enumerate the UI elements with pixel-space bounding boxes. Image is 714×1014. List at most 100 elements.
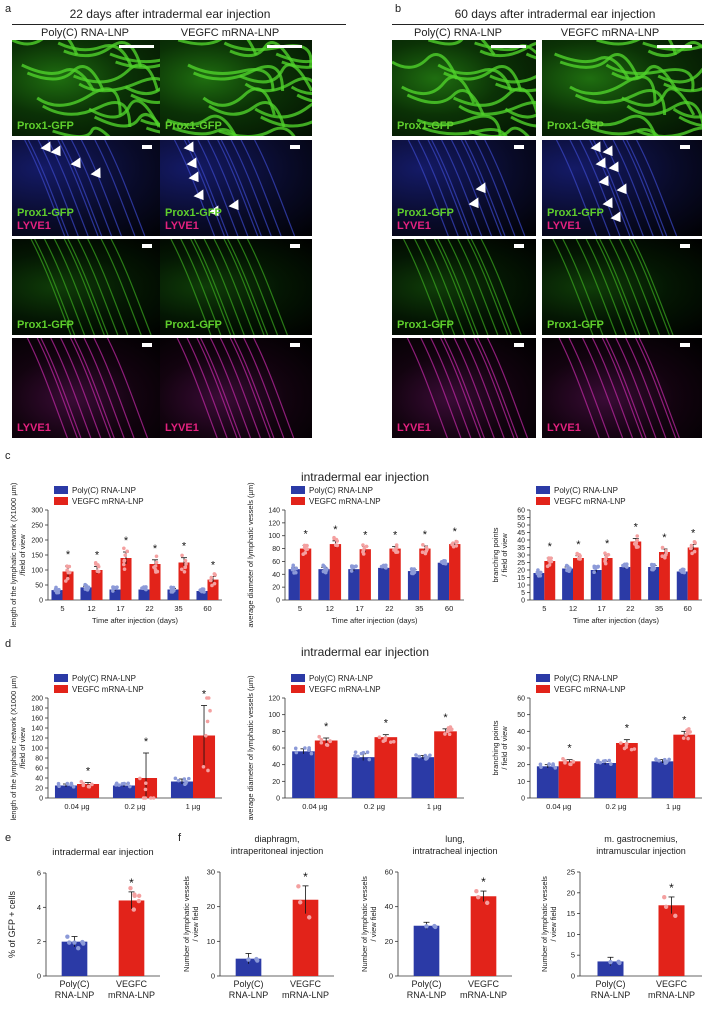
y-tick-label: 2 [37, 937, 41, 946]
y-tick-label: 120 [268, 520, 280, 527]
vessel-trace [61, 140, 103, 236]
vessel-trace [474, 140, 516, 236]
bar-vegfc-5 [207, 579, 219, 600]
y-axis-label: branching points/ field of view [491, 527, 509, 582]
significance-star: * [86, 766, 91, 778]
data-point [568, 567, 572, 572]
data-point [203, 733, 208, 738]
vessel-trace [477, 338, 519, 438]
data-point [663, 555, 667, 560]
x-tick-label: RNA-LNP [591, 990, 631, 1000]
x-axis-label: Time after injection (days) [573, 616, 660, 625]
y-tick-label: 15 [567, 909, 575, 918]
y-axis-label-line: average diameter of lymphatic vessels (µ… [246, 482, 255, 628]
vessel-trace [183, 140, 225, 236]
data-point [76, 946, 81, 951]
data-point [131, 907, 137, 912]
bar-vegfc-5 [449, 544, 461, 600]
data-point [180, 553, 184, 558]
panel-c-title: intradermal ear injection [300, 470, 430, 484]
micrograph-r1-c2: Prox1-GFP [160, 40, 312, 136]
micrograph-r3-c2: Prox1-GFP [160, 239, 312, 335]
y-tick-label: 180 [31, 706, 43, 713]
stain-label: Prox1-GFP [547, 319, 604, 332]
vessel-trace [87, 239, 129, 335]
micrograph-texture [392, 40, 536, 136]
y-axis-label-line: branching points [491, 720, 500, 775]
vessel-trace [591, 338, 634, 438]
data-point [607, 758, 612, 763]
vessel-trace [486, 338, 529, 438]
y-axis-label-line: Number of lymphatic vessels [540, 876, 549, 972]
data-point [293, 746, 298, 751]
panel-b-title-rule [392, 24, 704, 25]
y-tick-label: 20 [272, 585, 280, 592]
chart-f3: m. gastrocnemius, intramuscular injection… [540, 834, 702, 1000]
data-point [367, 757, 372, 762]
stain-label: Prox1-GFP LYVE1 [397, 207, 454, 233]
vessel-trace [290, 85, 312, 95]
data-point [657, 758, 661, 763]
x-tick-label: 35 [655, 604, 663, 613]
data-point [294, 566, 299, 571]
panel-d-title: intradermal ear injection [300, 645, 430, 659]
x-tick-label: mRNA-LNP [108, 990, 155, 1000]
vessel-trace [596, 40, 678, 56]
vessel-trace [414, 239, 456, 335]
y-axis-label-line: / field of view [500, 533, 509, 577]
data-point [182, 777, 187, 781]
vessel-trace [209, 338, 252, 438]
vessel-trace [246, 239, 288, 335]
data-point [421, 542, 425, 547]
y-tick-label: 30 [517, 746, 525, 753]
data-point [632, 747, 637, 751]
vessel-trace [431, 140, 473, 236]
y-tick-label: 60 [517, 696, 525, 703]
y-tick-label: 0 [211, 972, 215, 981]
panel-f-letter: f [178, 832, 182, 844]
vessel-trace [632, 239, 674, 335]
data-point [680, 567, 685, 572]
vessel-trace [124, 83, 164, 95]
y-tick-label: 50 [35, 583, 43, 590]
data-point [619, 741, 623, 745]
y-tick-label: 40 [272, 762, 280, 769]
vessel-trace [458, 101, 536, 116]
x-tick-label: Poly(C) [595, 979, 625, 989]
data-point [324, 568, 329, 573]
vessel-trace [176, 338, 218, 438]
vessel-trace [180, 239, 222, 335]
scale-bar [514, 244, 524, 248]
vessel-trace [220, 140, 262, 236]
data-point [125, 549, 130, 554]
x-axis-label: Time after injection (days) [331, 616, 418, 625]
x-tick-label: 22 [626, 604, 634, 613]
bar-polyc-4 [407, 571, 420, 600]
stain-label: Prox1-GFP [547, 120, 604, 133]
y-tick-label: 0 [37, 972, 41, 981]
micrograph-texture [24, 140, 146, 236]
data-point [136, 893, 142, 898]
data-point [624, 742, 629, 747]
bar-vegfc-1 [616, 743, 638, 798]
scale-bar [290, 343, 300, 347]
bar-polyc-3 [138, 589, 150, 600]
x-tick-label: 12 [569, 604, 577, 613]
y-tick-label: 120 [268, 696, 280, 703]
y-tick-label: 80 [272, 546, 280, 553]
vessel-trace [36, 87, 122, 116]
data-point [592, 570, 596, 574]
vessel-trace [53, 239, 95, 335]
bar-vegfc-2 [359, 549, 371, 600]
vessel-trace [208, 101, 286, 128]
data-point [629, 747, 634, 752]
vessel-trace [173, 140, 216, 236]
vessel-trace [420, 338, 462, 438]
data-point [551, 762, 555, 766]
vessel-trace [562, 239, 604, 335]
significance-star: * [634, 522, 639, 534]
vessel-trace [34, 239, 76, 335]
chart-e1: intradermal ear injection 0 2 4 6 % of GFP + … [7, 847, 160, 1000]
data-point [604, 554, 609, 559]
micrograph-r4-c4: LYVE1 [542, 338, 702, 438]
